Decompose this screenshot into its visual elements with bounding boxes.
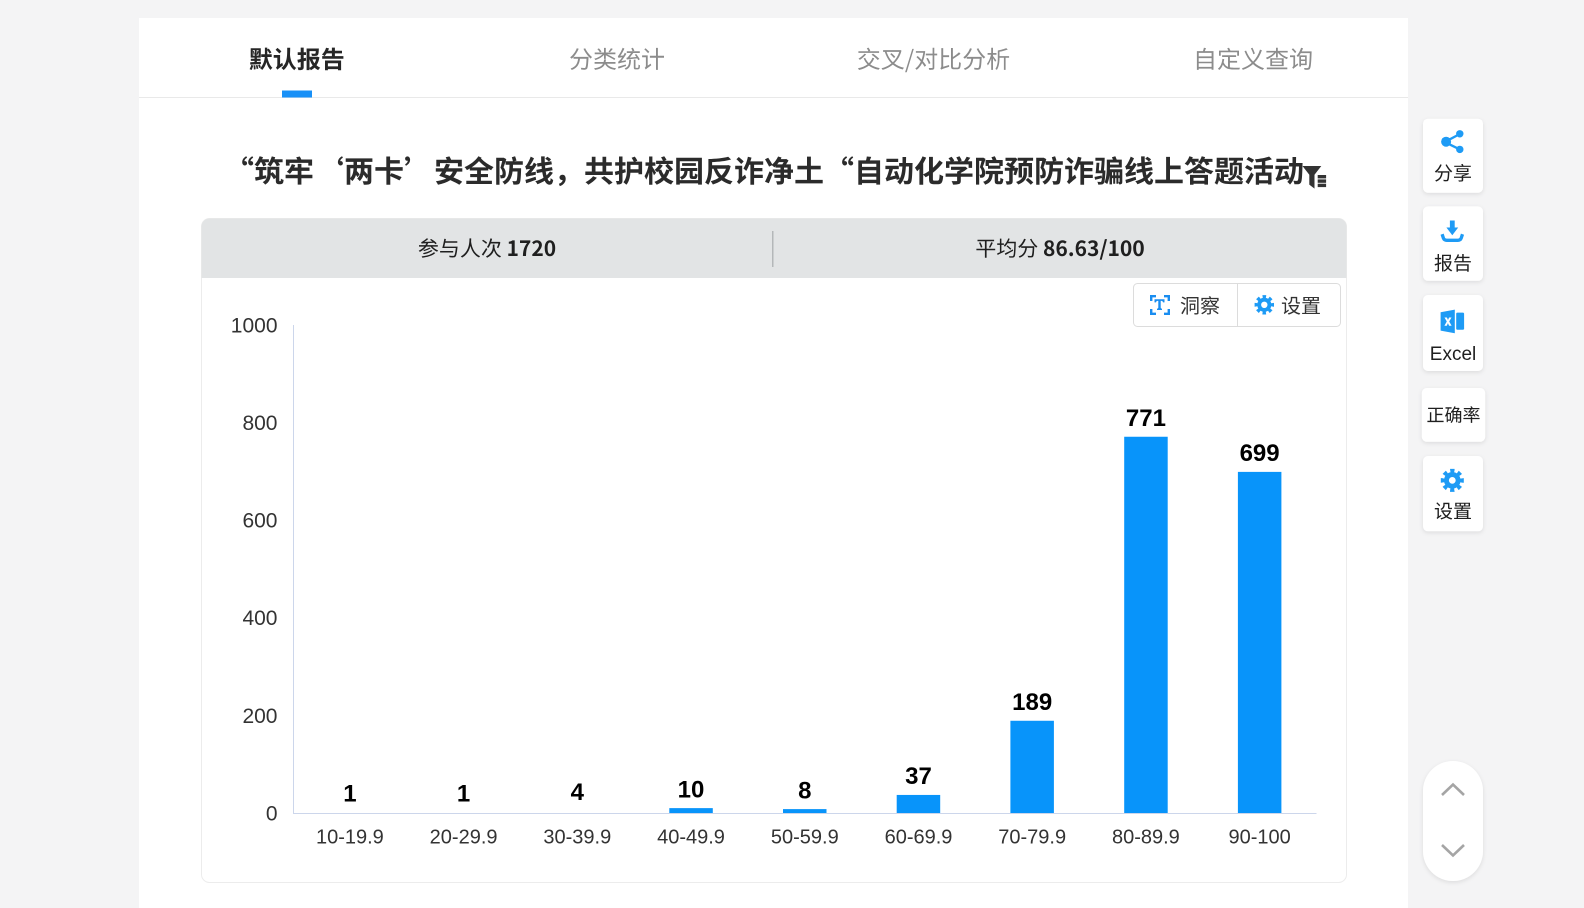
svg-text:189: 189 [1012,689,1052,716]
svg-text:200: 200 [242,705,277,728]
svg-text:10-19.9: 10-19.9 [316,826,384,848]
svg-text:70-79.9: 70-79.9 [998,826,1066,848]
svg-text:Excel: Excel [1430,344,1476,365]
svg-text:60-69.9: 60-69.9 [885,826,953,848]
svg-text:10: 10 [678,776,705,803]
svg-text:50-59.9: 50-59.9 [771,826,839,848]
svg-text:800: 800 [242,412,277,435]
svg-text:20-29.9: 20-29.9 [430,826,498,848]
svg-text:37: 37 [905,763,932,790]
svg-text:90-100: 90-100 [1228,826,1290,848]
svg-text:1: 1 [457,781,470,808]
svg-text:0: 0 [266,802,278,825]
svg-text:600: 600 [242,510,277,533]
svg-text:771: 771 [1126,405,1166,432]
svg-text:30-39.9: 30-39.9 [543,826,611,848]
svg-text:699: 699 [1240,440,1280,467]
svg-text:4: 4 [571,779,585,806]
svg-text:8: 8 [798,777,811,804]
svg-text:1: 1 [343,781,356,808]
svg-text:400: 400 [242,607,277,630]
svg-text:40-49.9: 40-49.9 [657,826,725,848]
svg-text:80-89.9: 80-89.9 [1112,826,1180,848]
svg-text:1000: 1000 [231,314,278,337]
